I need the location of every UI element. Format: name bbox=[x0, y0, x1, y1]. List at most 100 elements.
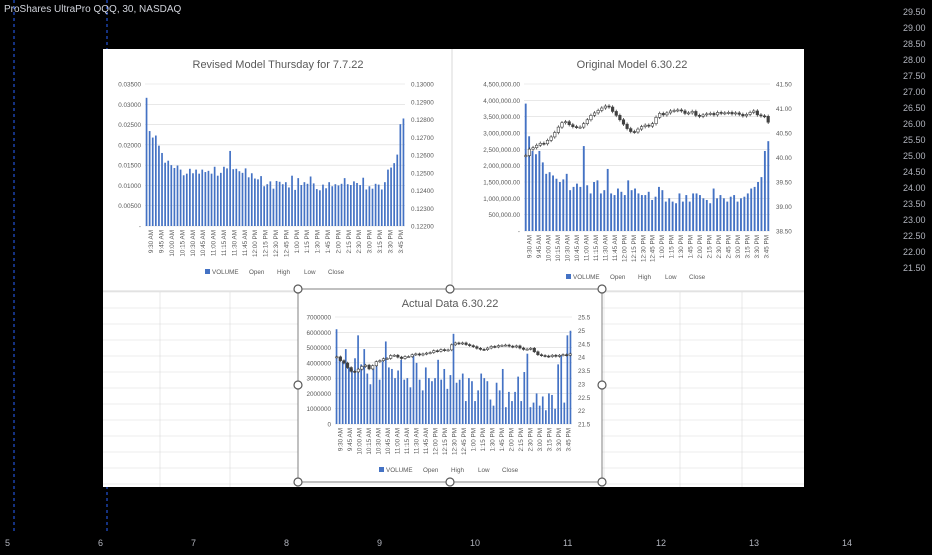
volume-bar bbox=[381, 361, 384, 424]
time-axis-label: 6 bbox=[98, 538, 103, 548]
x-axis-tick: 3:00 PM bbox=[367, 230, 374, 253]
x-axis-tick: 3:45 PM bbox=[565, 428, 572, 451]
volume-bar bbox=[678, 193, 681, 231]
candle-body bbox=[763, 115, 767, 118]
right-axis-tick: 0.12300 bbox=[411, 206, 434, 213]
candle-body bbox=[621, 119, 626, 125]
time-axis-label: 7 bbox=[191, 538, 196, 548]
candle-body bbox=[363, 364, 368, 367]
x-axis-tick: 2:30 PM bbox=[356, 230, 363, 253]
candle-body bbox=[585, 119, 589, 124]
volume-bar bbox=[201, 169, 204, 226]
candle-body bbox=[392, 354, 396, 357]
volume-bar bbox=[443, 368, 446, 424]
legend-item: High bbox=[638, 274, 651, 281]
x-axis-tick: 9:45 AM bbox=[159, 230, 166, 253]
volume-bar bbox=[480, 373, 483, 424]
volume-bar bbox=[743, 196, 746, 231]
x-axis-tick: 10:00 AM bbox=[169, 230, 176, 257]
resize-handle[interactable] bbox=[445, 284, 455, 294]
right-axis-tick: 0.12600 bbox=[411, 153, 434, 160]
volume-bar bbox=[446, 388, 449, 424]
volume-bar bbox=[384, 341, 387, 424]
candle-body bbox=[748, 112, 752, 115]
candle-body bbox=[414, 353, 418, 356]
volume-bar bbox=[394, 378, 396, 424]
candle-body bbox=[571, 124, 575, 127]
volume-bar bbox=[520, 401, 523, 424]
x-axis-tick: 3:30 PM bbox=[754, 235, 761, 258]
volume-bar bbox=[257, 179, 259, 226]
right-axis-tick: 24 bbox=[578, 355, 586, 362]
volume-bar bbox=[455, 382, 458, 424]
volume-bar bbox=[483, 378, 486, 424]
candle-body bbox=[596, 110, 600, 114]
resize-handle[interactable] bbox=[293, 284, 303, 294]
left-axis-tick: 1000000 bbox=[306, 406, 331, 413]
time-axis-label: 11 bbox=[563, 538, 572, 548]
candle-body bbox=[640, 126, 644, 130]
left-axis-tick: 0 bbox=[327, 422, 331, 429]
volume-bar bbox=[716, 198, 718, 231]
volume-bar bbox=[576, 183, 578, 231]
resize-handle[interactable] bbox=[597, 380, 607, 390]
right-axis-tick: 25 bbox=[578, 328, 586, 335]
candle-body bbox=[342, 360, 346, 364]
volume-bar bbox=[746, 193, 749, 231]
volume-bar bbox=[623, 195, 626, 231]
candle-body bbox=[672, 110, 676, 112]
resize-handle[interactable] bbox=[293, 477, 303, 487]
volume-bar bbox=[291, 175, 293, 226]
volume-bar bbox=[545, 173, 548, 231]
volume-bar bbox=[722, 198, 725, 231]
candle-body bbox=[360, 366, 364, 370]
x-axis-tick: 12:15 PM bbox=[442, 428, 449, 455]
volume-bar bbox=[391, 368, 393, 424]
volume-bar bbox=[586, 185, 589, 231]
x-axis-tick: 12:00 PM bbox=[433, 428, 440, 455]
chart-area bbox=[462, 50, 802, 290]
left-axis-tick: 0.02500 bbox=[118, 122, 141, 129]
time-axis-label: 8 bbox=[284, 538, 289, 548]
volume-bar bbox=[675, 203, 677, 231]
candle-body bbox=[697, 115, 702, 117]
candle-body bbox=[496, 345, 500, 348]
volume-bar bbox=[241, 172, 244, 226]
price-axis-label: 23.50 bbox=[903, 199, 926, 209]
x-axis-tick: 12:30 PM bbox=[640, 235, 647, 262]
left-axis-tick: 4,000,000.00 bbox=[483, 98, 520, 105]
volume-bar bbox=[151, 137, 154, 226]
volume-bar bbox=[692, 193, 695, 231]
volume-bar bbox=[185, 173, 188, 226]
legend-volume: VOLUME bbox=[212, 269, 239, 276]
resize-handle[interactable] bbox=[597, 284, 607, 294]
x-axis-tick: 1:30 PM bbox=[678, 235, 685, 258]
right-axis-tick: 0.12900 bbox=[411, 99, 434, 106]
volume-bar bbox=[195, 169, 197, 226]
x-axis-tick: 10:30 AM bbox=[376, 428, 383, 455]
volume-bar bbox=[668, 198, 671, 231]
volume-bar bbox=[654, 196, 657, 231]
volume-bar bbox=[548, 393, 550, 424]
candle-body bbox=[550, 354, 554, 357]
left-axis-tick: 3,000,000.00 bbox=[483, 131, 520, 138]
price-axis-label: 29.00 bbox=[903, 23, 926, 33]
resize-handle[interactable] bbox=[293, 380, 303, 390]
resize-handle[interactable] bbox=[597, 477, 607, 487]
right-axis-tick: 22.5 bbox=[578, 395, 591, 402]
x-axis-tick: 12:30 PM bbox=[273, 230, 280, 257]
volume-bar bbox=[176, 165, 179, 226]
chart-actual: Actual Data 6.30.22 7000000 6000000 5000000… bbox=[298, 289, 602, 482]
x-axis-tick: 11:15 AM bbox=[404, 428, 411, 454]
candle-body bbox=[349, 367, 353, 372]
volume-bar bbox=[388, 367, 390, 424]
x-axis-tick: 11:45 AM bbox=[423, 428, 430, 454]
x-axis-tick: 1:15 PM bbox=[480, 428, 487, 451]
volume-bar bbox=[554, 408, 556, 424]
left-axis-tick: 6000000 bbox=[306, 330, 331, 337]
resize-handle[interactable] bbox=[445, 477, 455, 487]
volume-bar bbox=[548, 172, 551, 231]
volume-bar bbox=[368, 186, 371, 226]
volume-bar bbox=[582, 146, 585, 231]
